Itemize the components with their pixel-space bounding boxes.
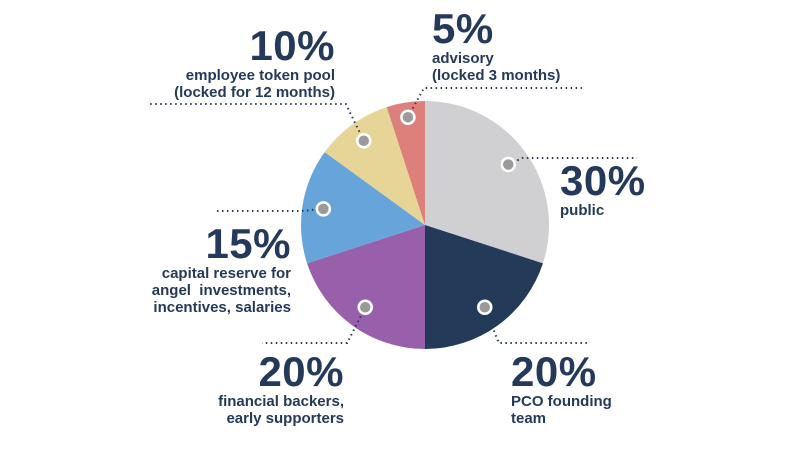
slice-label-employee-pool: 10% employee token pool (locked for 12 m… — [174, 22, 335, 102]
slice-marker-advisory — [400, 109, 416, 125]
slice-percent-financial-backers: 20% — [258, 348, 344, 395]
leader-line-capital-reserve — [214, 207, 324, 212]
slice-desc-founding-team: PCO founding team — [511, 393, 612, 427]
slice-label-financial-backers: 20% financial backers, early supporters — [218, 348, 344, 428]
slice-label-advisory: 5% advisory (locked 3 months) — [432, 5, 561, 85]
slice-desc-public: public — [560, 202, 605, 219]
pie-slice-capital-reserve — [301, 152, 425, 264]
slice-percent-capital-reserve: 15% — [205, 220, 291, 267]
slice-percent-advisory: 5% — [432, 5, 494, 52]
slice-marker-financial-backers — [357, 299, 373, 316]
leader-line-financial-backers — [262, 306, 367, 344]
pie-slice-advisory — [386, 101, 425, 225]
slice-label-public: 30% public — [560, 157, 646, 220]
slice-desc-employee-pool: employee token pool (locked for 12 month… — [174, 67, 335, 101]
pie-slice-employee-pool — [324, 107, 425, 225]
slice-marker-capital-reserve — [315, 201, 332, 217]
slice-percent-employee-pool: 10% — [249, 22, 335, 69]
slice-percent-founding-team: 20% — [511, 348, 597, 395]
slice-desc-financial-backers: financial backers, early supporters — [218, 393, 344, 427]
pie-slice-founding-team — [425, 225, 543, 349]
slice-marker-founding-team — [477, 299, 493, 316]
slice-label-founding-team: 20% PCO founding team — [511, 348, 612, 428]
slice-label-capital-reserve: 15% capital reserve for angel investment… — [151, 220, 291, 317]
pie-slice-public — [425, 100, 550, 264]
slice-desc-advisory: advisory (locked 3 months) — [432, 50, 561, 84]
slice-marker-public — [500, 156, 517, 173]
leader-line-employee-pool — [147, 103, 365, 142]
pie-slice-financial-backers — [307, 225, 425, 349]
slice-marker-employee-pool — [356, 132, 372, 149]
slice-desc-capital-reserve: capital reserve for angel investments, i… — [151, 265, 291, 316]
leader-line-advisory — [407, 87, 582, 118]
slice-percent-public: 30% — [560, 157, 646, 204]
